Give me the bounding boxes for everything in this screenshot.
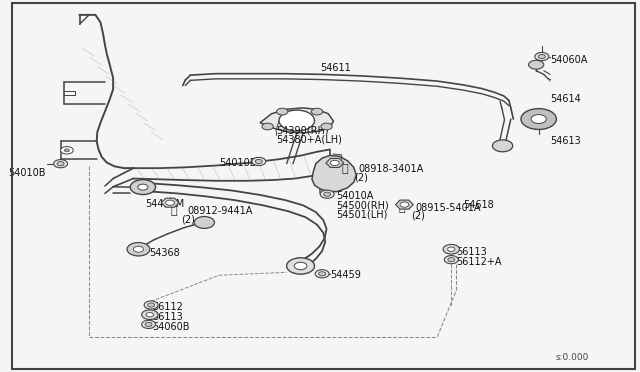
Polygon shape [396,200,413,209]
Circle shape [133,246,143,252]
Text: 54010A: 54010A [336,192,373,201]
Polygon shape [312,155,356,192]
Text: 54390(RH): 54390(RH) [276,126,328,136]
Text: 08918-3401A: 08918-3401A [359,164,424,174]
Circle shape [294,262,307,270]
Circle shape [319,272,326,276]
Text: 54614: 54614 [550,94,581,104]
Text: 54060A: 54060A [550,55,588,65]
Text: Ⓝ: Ⓝ [341,164,348,174]
Circle shape [529,60,544,69]
Circle shape [194,217,214,228]
Circle shape [145,322,152,327]
Circle shape [130,180,156,195]
Circle shape [535,52,549,61]
Circle shape [287,258,314,274]
Circle shape [255,160,262,164]
Text: (2): (2) [354,172,367,182]
Text: 56113: 56113 [456,247,487,257]
Text: 56112+A: 56112+A [456,257,502,267]
Text: 08915-5401A: 08915-5401A [416,203,481,212]
Circle shape [521,109,556,129]
Text: 54400M: 54400M [145,199,184,209]
Circle shape [448,257,455,262]
Circle shape [279,110,314,131]
Text: 54501(LH): 54501(LH) [336,209,387,219]
Text: 54060B: 54060B [152,322,190,331]
Text: 54611: 54611 [320,63,351,73]
Circle shape [324,192,331,196]
Circle shape [492,140,513,152]
Circle shape [148,303,155,307]
Circle shape [330,160,339,166]
Text: Ⓦ: Ⓦ [398,203,404,212]
Text: 54380+A(LH): 54380+A(LH) [276,135,342,145]
Circle shape [447,247,455,251]
Circle shape [311,108,323,115]
Circle shape [144,301,158,309]
Text: Ⓝ: Ⓝ [170,206,177,216]
Circle shape [141,320,156,328]
Circle shape [443,244,460,254]
Circle shape [61,147,73,154]
Polygon shape [161,198,179,207]
Circle shape [400,202,409,207]
Circle shape [141,310,158,320]
Circle shape [315,270,329,278]
Circle shape [65,149,69,152]
Text: 54500(RH): 54500(RH) [336,201,388,210]
Circle shape [320,190,334,198]
Text: 54613: 54613 [550,136,581,145]
Text: 54010B: 54010B [220,158,257,168]
Text: s:0.000: s:0.000 [556,353,589,362]
Circle shape [146,312,154,317]
Polygon shape [326,158,344,167]
Circle shape [538,55,545,58]
Text: 54368: 54368 [149,248,180,258]
Circle shape [127,243,150,256]
Circle shape [57,161,64,166]
Circle shape [321,123,332,130]
Text: 54459: 54459 [330,270,360,279]
Circle shape [276,108,288,115]
Circle shape [252,157,266,166]
Circle shape [54,160,68,168]
Circle shape [138,184,148,190]
Polygon shape [260,108,333,133]
Circle shape [444,256,458,264]
Text: 56113: 56113 [152,312,183,322]
Text: 56112: 56112 [152,302,183,312]
Text: 54010B: 54010B [8,168,46,178]
Text: 54618: 54618 [463,201,493,210]
Text: 08912-9441A: 08912-9441A [188,206,253,216]
Circle shape [531,115,547,124]
Text: (2): (2) [181,215,195,224]
Text: (2): (2) [411,211,424,221]
Circle shape [166,200,175,205]
Circle shape [262,123,273,130]
